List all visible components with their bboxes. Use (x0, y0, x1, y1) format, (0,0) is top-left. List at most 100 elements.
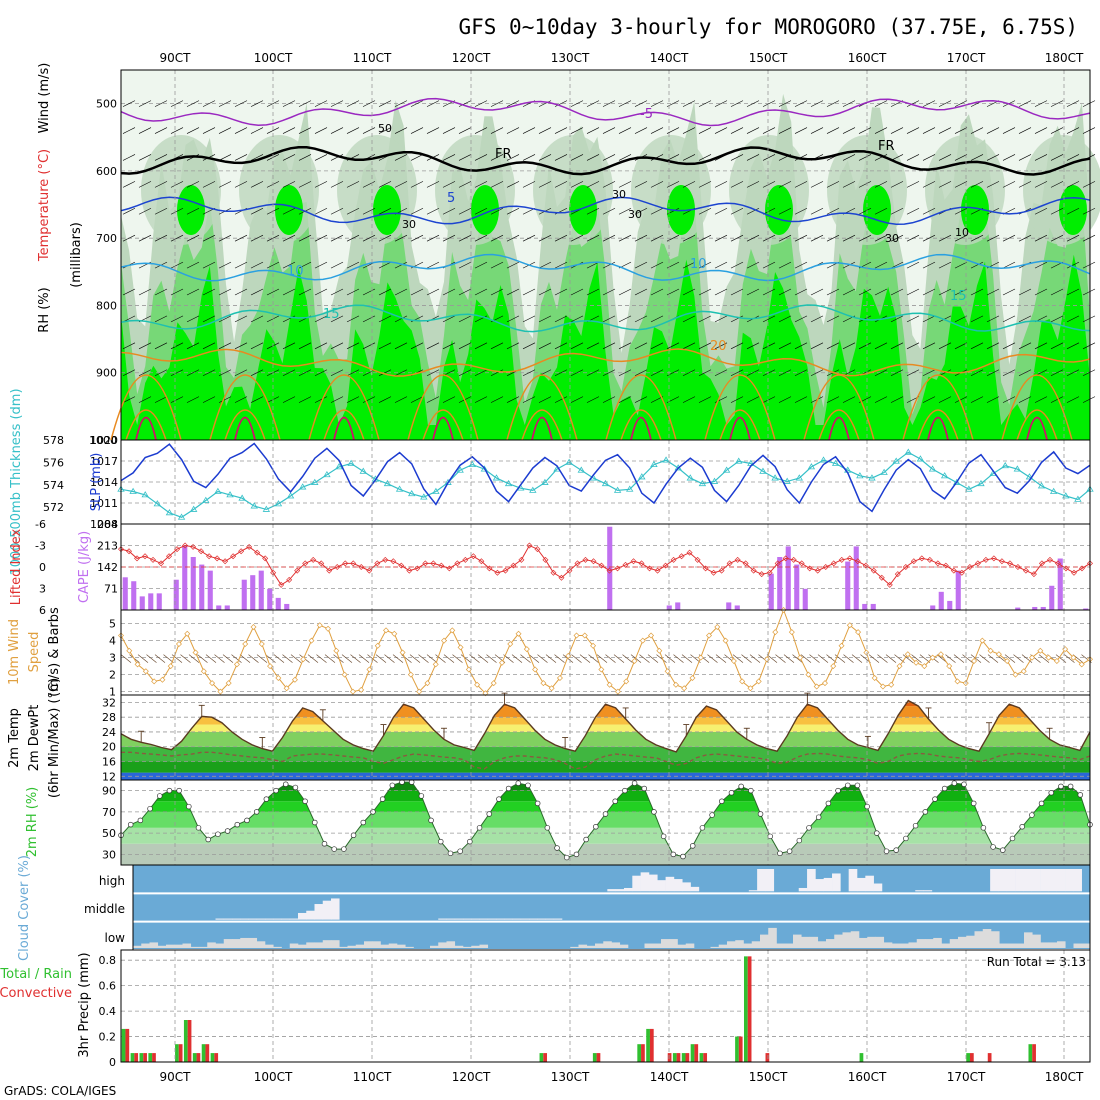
wind-barb (346, 342, 360, 350)
isotherm-30-lobe (630, 416, 652, 441)
wind-barb (826, 234, 840, 242)
wind-barb (1082, 288, 1096, 296)
wind-speed-point (341, 671, 348, 678)
wind-barb (922, 288, 936, 296)
li-point (598, 562, 605, 569)
wind-barb (570, 342, 584, 350)
wind-barb (394, 100, 408, 107)
wind-barb (650, 154, 664, 161)
wind-barb (218, 315, 232, 323)
wind-barb (346, 288, 360, 296)
wind-speed-point (904, 651, 911, 658)
wind-barb (314, 315, 328, 323)
wind-barb (682, 181, 696, 188)
cloud-low-bar (355, 944, 365, 948)
wind-barb (1018, 127, 1032, 134)
precip-conv-bar (152, 1053, 156, 1062)
wind-barb (682, 396, 696, 403)
li-point (286, 576, 293, 583)
wind-barb (874, 369, 888, 376)
dewpt-axis-label: 2m DewPt (27, 705, 42, 772)
cloud-low-bar (207, 942, 216, 948)
cloud-low-bar (265, 944, 274, 948)
thickness-point (1062, 492, 1070, 499)
cloud-high-bar (915, 890, 924, 892)
wind-barb (474, 154, 488, 161)
slp-tick-label: 1017 (90, 455, 118, 468)
wind-barb (460, 654, 472, 663)
wind-barb (954, 100, 968, 107)
wind-barb (922, 208, 936, 215)
li-point (518, 556, 525, 563)
wind-barb (682, 127, 696, 134)
wind-barb (298, 100, 312, 107)
cloud-high-bar (798, 887, 808, 892)
wind-barb (218, 100, 232, 107)
li-point (958, 569, 965, 576)
wind-barb (346, 127, 360, 134)
thickness-point (928, 465, 937, 472)
li-point (366, 567, 373, 574)
wind-barb (843, 654, 854, 663)
wind-barb (554, 154, 568, 161)
temp-axis-label: Temperature (°C) (37, 149, 52, 262)
wind-barb (1082, 261, 1096, 269)
rh-point (583, 836, 589, 843)
precip-conv-bar (187, 1020, 192, 1062)
rh-point (1077, 792, 1084, 798)
wind-barb (794, 234, 808, 242)
wind-barb (426, 288, 440, 296)
wind-barb (154, 234, 168, 242)
wind-barb (842, 234, 856, 242)
wind-barb (186, 100, 200, 107)
cloud-high-bar (615, 889, 625, 892)
cloud-low-bar (644, 943, 654, 948)
wind-barb (490, 261, 504, 269)
rh-point (786, 848, 793, 854)
cloud-high-bar (623, 887, 633, 892)
wind-barb (1034, 208, 1048, 215)
wind-barb (298, 342, 312, 350)
wind-barb (954, 181, 968, 188)
minmax-axis-label: (6hr Min/Max) (°C) (47, 678, 62, 798)
wind-barb (314, 342, 328, 350)
rh-point (806, 825, 812, 831)
wind-speed-point (474, 681, 481, 688)
wind-barb (762, 315, 776, 323)
wind-speed-point (449, 627, 456, 634)
wind-barb (474, 208, 488, 215)
wind-barb (698, 181, 712, 188)
wind-barb (218, 396, 232, 403)
li-point (510, 562, 517, 569)
credit-label: GrADS: COLA/IGES (4, 1084, 116, 1098)
wind-barb (605, 654, 616, 663)
cloud-middle-bar (248, 918, 258, 920)
thickness-point (189, 505, 198, 512)
cloud-low-bar (916, 939, 926, 948)
cape-bar (1040, 606, 1046, 610)
wind-barb (282, 208, 296, 215)
precip-conv-bar (667, 1053, 672, 1062)
wind-barb (138, 100, 152, 107)
li-point (334, 564, 341, 570)
wind-barb (851, 654, 863, 663)
wind-barb (618, 127, 632, 134)
wind-barb (218, 288, 232, 296)
li-point (766, 569, 773, 576)
wind-barb (458, 315, 472, 323)
wind-speed-point (788, 629, 795, 636)
rh-band (121, 801, 1090, 812)
top-tick-label: 90CT (160, 51, 192, 65)
wind-barb (906, 288, 920, 296)
wind-barb (120, 654, 132, 663)
precip-total-bar (699, 1053, 704, 1062)
precip-tick-label: 0 (109, 1056, 116, 1069)
rh-point (602, 811, 609, 817)
wind-barb (528, 654, 540, 663)
cloud-high-bar (690, 886, 700, 892)
rh-contour-label: 50 (378, 122, 392, 135)
wind-barb (682, 369, 696, 376)
wind-barb (570, 234, 584, 242)
wind-barb (810, 315, 824, 323)
